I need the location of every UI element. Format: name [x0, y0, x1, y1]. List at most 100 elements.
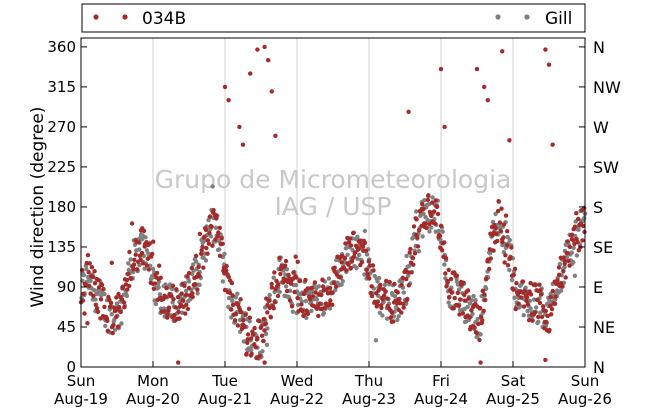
x-tick-date: Aug-19	[54, 390, 108, 408]
point-034b	[129, 221, 135, 226]
point-gill	[558, 288, 564, 293]
point-034b	[482, 292, 487, 297]
point-034b	[82, 311, 87, 316]
point-034b	[512, 266, 518, 271]
point-034b	[131, 262, 137, 267]
point-034b	[567, 244, 573, 250]
point-034b	[388, 315, 394, 320]
point-034b	[565, 239, 570, 244]
x-tick-date: Aug-23	[342, 390, 396, 408]
point-034b	[520, 279, 526, 284]
point-gill	[283, 284, 289, 289]
legend: 034B Gill	[81, 3, 586, 33]
point-034b	[146, 267, 152, 272]
point-034b	[384, 279, 389, 284]
y-tick-label: 360	[47, 38, 76, 56]
point-gill	[356, 252, 362, 258]
point-034b	[387, 279, 392, 285]
point-034b	[233, 311, 238, 317]
point-034b	[522, 288, 527, 294]
point-034b	[432, 221, 438, 226]
point-034b	[317, 301, 323, 306]
point-034b	[505, 263, 511, 268]
point-034b	[457, 312, 462, 317]
point-034b	[545, 313, 550, 319]
point-034b	[249, 351, 254, 356]
point-034b	[230, 302, 236, 308]
point-034b	[166, 305, 172, 310]
point-034b	[246, 306, 252, 311]
point-gill	[493, 211, 498, 217]
point-034b	[105, 318, 110, 323]
point-gill	[157, 292, 163, 297]
y-tick-label: 90	[57, 278, 76, 296]
right-axis: N NE E SE S SW W NW N	[579, 38, 621, 377]
point-034b	[405, 296, 410, 302]
point-034b	[410, 255, 416, 261]
point-034b	[272, 270, 277, 275]
point-034b	[186, 270, 192, 276]
point-034b	[110, 330, 115, 336]
point-034b	[137, 240, 142, 245]
compass-label: SW	[593, 158, 619, 177]
point-034b	[144, 263, 150, 268]
point-gill	[150, 266, 156, 272]
point-034b	[575, 239, 580, 245]
point-034b	[500, 239, 505, 245]
point-034b	[411, 262, 416, 267]
point-034b	[193, 253, 199, 258]
point-034b	[339, 260, 344, 265]
point-034b	[179, 291, 184, 296]
point-034b	[151, 239, 156, 244]
point-034b	[173, 305, 178, 310]
point-gill	[414, 209, 419, 214]
point-034b	[346, 239, 352, 245]
x-tick-day: Wed	[281, 372, 314, 390]
point-034b	[576, 216, 581, 222]
point-gill	[103, 323, 108, 329]
point-gill	[401, 290, 406, 295]
point-034b	[138, 257, 143, 262]
point-034b	[119, 297, 125, 302]
point-034b	[266, 58, 271, 63]
point-gill	[267, 292, 272, 298]
point-034b	[324, 287, 329, 292]
compass-label: N	[593, 38, 605, 57]
point-gill	[471, 293, 476, 299]
point-034b	[412, 251, 418, 256]
point-gill	[473, 298, 478, 303]
point-034b	[521, 304, 527, 309]
point-034b	[348, 243, 354, 248]
point-034b	[107, 304, 113, 309]
point-gill	[163, 282, 168, 287]
point-034b	[83, 282, 88, 288]
point-034b	[424, 225, 429, 230]
point-034b	[303, 277, 308, 283]
point-034b	[438, 223, 444, 228]
point-034b	[267, 298, 272, 303]
point-034b	[245, 340, 250, 345]
point-034b	[109, 260, 115, 265]
point-034b	[307, 297, 313, 302]
point-034b	[193, 282, 198, 287]
watermark: Grupo de Micrometeorologia IAG / USP	[155, 165, 512, 221]
point-034b	[244, 351, 249, 356]
point-gill	[144, 248, 150, 253]
point-034b	[557, 272, 562, 277]
point-034b	[524, 295, 530, 300]
point-034b	[226, 274, 231, 280]
point-034b	[560, 284, 565, 289]
point-034b	[207, 214, 213, 219]
point-gill	[421, 211, 426, 216]
point-034b	[416, 228, 422, 233]
watermark-line-1: Grupo de Micrometeorologia	[155, 165, 512, 194]
point-034b	[385, 296, 390, 301]
point-gill	[455, 282, 461, 287]
legend-box	[81, 3, 586, 33]
point-gill	[93, 297, 98, 302]
point-034b	[114, 314, 119, 319]
point-034b	[135, 267, 140, 272]
point-034b	[164, 285, 169, 291]
point-034b	[226, 98, 231, 103]
point-034b	[81, 291, 86, 297]
